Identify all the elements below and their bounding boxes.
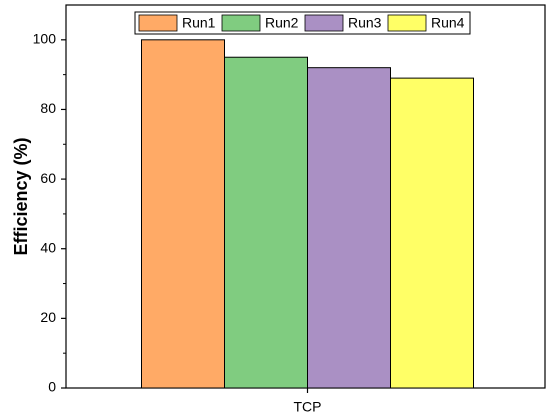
x-ticks-group: TCP (294, 388, 322, 415)
y-tick-label: 80 (40, 100, 56, 116)
bar-run2 (224, 56, 308, 389)
y-tick-label: 100 (33, 31, 57, 47)
x-tick-label: TCP (294, 399, 322, 415)
legend-swatch-run1 (138, 14, 178, 32)
legend-box (134, 11, 471, 35)
y-axis-title-group: Efficiency (%) (11, 137, 31, 255)
legend-swatch-run2 (221, 14, 261, 32)
y-tick-label: 0 (48, 379, 56, 395)
bar-run1 (141, 39, 225, 389)
y-axis-title: Efficiency (%) (11, 137, 31, 255)
bars-group (141, 39, 474, 389)
legend-swatch-run3 (304, 14, 344, 32)
legend-label-run4: Run4 (431, 15, 465, 31)
y-tick-label: 40 (40, 239, 56, 255)
legend-swatch-run4 (387, 14, 427, 32)
bar-run3 (307, 67, 391, 389)
y-tick-label: 60 (40, 170, 56, 186)
y-tick-label: 20 (40, 309, 56, 325)
bar-run4 (390, 77, 474, 389)
legend-label-run1: Run1 (182, 15, 216, 31)
legend-label-run2: Run2 (265, 15, 299, 31)
legend-label-run3: Run3 (348, 15, 382, 31)
legend-group: Run1 Run2 Run3 Run4 (134, 11, 471, 35)
y-ticks-group: 0 20 40 60 80 100 (33, 31, 66, 395)
